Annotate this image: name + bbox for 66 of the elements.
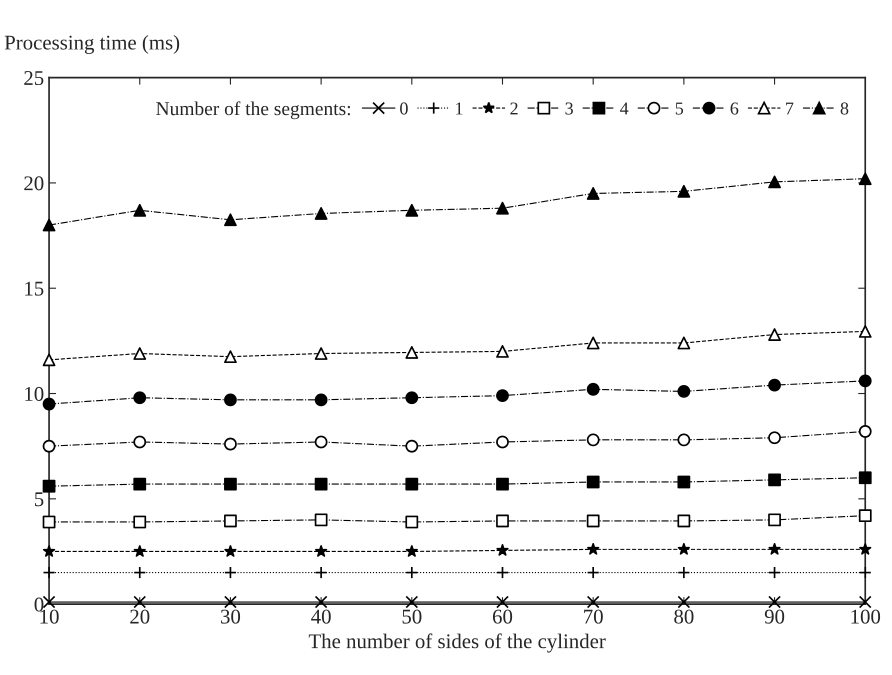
legend-label: 6 bbox=[730, 102, 738, 115]
point bbox=[405, 346, 418, 359]
point bbox=[768, 596, 781, 608]
legend-label: 4 bbox=[620, 102, 628, 114]
y-tick-label: 15 bbox=[25, 282, 44, 296]
point bbox=[586, 566, 600, 579]
x-tick-label: 20 bbox=[130, 610, 150, 624]
x-tick-label: 30 bbox=[221, 610, 240, 624]
point bbox=[496, 596, 509, 608]
legend-label: 8 bbox=[840, 102, 848, 115]
x-tick-label: 100 bbox=[851, 610, 880, 624]
y-tick-label: 20 bbox=[24, 176, 44, 190]
point bbox=[133, 347, 146, 360]
point bbox=[405, 596, 418, 608]
point bbox=[768, 175, 781, 188]
point bbox=[224, 566, 237, 579]
point bbox=[858, 596, 872, 608]
point bbox=[314, 347, 328, 360]
point bbox=[858, 172, 872, 186]
y-tick-label: 0 bbox=[34, 598, 44, 612]
legend-label: 0 bbox=[400, 102, 408, 115]
point bbox=[405, 204, 418, 217]
legend-title: Number of the segments: bbox=[156, 101, 350, 120]
y-axis-title: Processing time (ms) bbox=[4, 34, 180, 54]
legend-label: 7 bbox=[786, 102, 794, 114]
point bbox=[586, 187, 600, 200]
point bbox=[586, 336, 600, 350]
point bbox=[858, 325, 872, 338]
point bbox=[314, 596, 328, 608]
x-tick-label: 80 bbox=[674, 610, 694, 624]
point bbox=[677, 596, 690, 608]
point bbox=[42, 566, 56, 579]
point bbox=[768, 328, 781, 341]
point bbox=[768, 566, 781, 579]
y-tick-label: 10 bbox=[25, 386, 44, 401]
point bbox=[133, 566, 146, 579]
point bbox=[314, 207, 328, 220]
point bbox=[677, 566, 690, 579]
point bbox=[42, 353, 56, 366]
legend-label: 5 bbox=[676, 102, 684, 115]
y-tick-label: 25 bbox=[24, 71, 44, 86]
point bbox=[677, 336, 690, 350]
point bbox=[133, 204, 146, 217]
point bbox=[405, 566, 418, 579]
legend-label: 2 bbox=[510, 102, 518, 114]
x-axis-title: The number of sides of the cylinder bbox=[308, 633, 606, 653]
point bbox=[496, 202, 509, 215]
x-tick-label: 60 bbox=[492, 610, 512, 624]
point bbox=[314, 566, 328, 579]
point bbox=[224, 213, 237, 226]
x-tick-label: 40 bbox=[311, 610, 331, 624]
x-tick-label: 90 bbox=[764, 610, 784, 624]
y-tick-label: 5 bbox=[34, 492, 44, 506]
point bbox=[586, 596, 600, 608]
x-tick-label: 50 bbox=[402, 610, 422, 624]
legend-label: 3 bbox=[565, 102, 573, 115]
point bbox=[42, 218, 56, 232]
point bbox=[496, 566, 509, 579]
point bbox=[858, 566, 872, 579]
x-tick-label: 70 bbox=[584, 610, 603, 624]
point bbox=[224, 350, 237, 364]
point bbox=[133, 596, 146, 608]
point bbox=[677, 184, 690, 198]
point bbox=[224, 596, 237, 608]
point bbox=[496, 345, 509, 358]
legend-label: 1 bbox=[456, 102, 462, 114]
